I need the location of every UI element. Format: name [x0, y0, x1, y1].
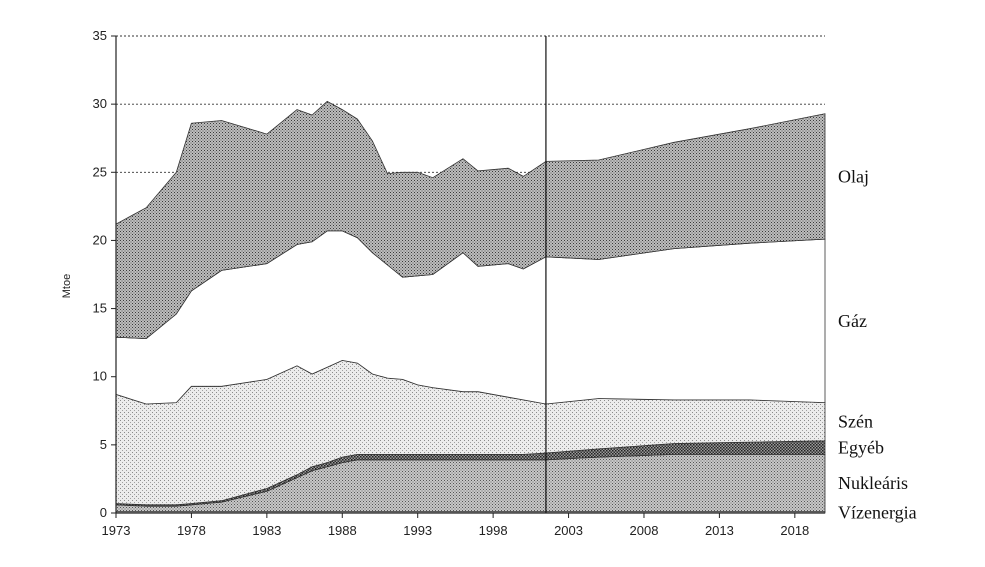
series-labels: Vízenergia Nukleáris Egyéb Szén Gáz Olaj: [838, 166, 917, 522]
area-olaj: [115, 100, 826, 340]
series-label-olaj: Olaj: [838, 166, 869, 186]
axes: [115, 36, 825, 514]
series-label-szen: Szén: [838, 412, 873, 432]
x-tick-label: 1973: [102, 523, 131, 538]
y-axis-label: Mtoe: [61, 274, 73, 298]
series-label-vizenergia: Vízenergia: [838, 502, 917, 522]
x-tick-label: 1993: [403, 523, 432, 538]
x-tick-label: 1998: [479, 523, 508, 538]
y-tick-label: 25: [93, 164, 107, 179]
y-tick-label: 10: [93, 369, 107, 384]
x-tick-label: 1978: [177, 523, 206, 538]
y-tick-label: 15: [93, 301, 107, 316]
x-tick-label: 1983: [252, 523, 281, 538]
x-tick-label: 2003: [554, 523, 583, 538]
y-tick-label: 5: [100, 437, 107, 452]
x-tick-label: 2018: [780, 523, 809, 538]
y-tick-label: 0: [100, 505, 107, 520]
y-tick-label: 30: [93, 96, 107, 111]
x-tick-label: 2013: [705, 523, 734, 538]
x-tick-label: 1988: [328, 523, 357, 538]
series-label-egyeb: Egyéb: [838, 438, 884, 458]
series-label-gaz: Gáz: [838, 311, 867, 331]
y-tick-label: 35: [93, 28, 107, 43]
x-tick-label: 2008: [630, 523, 659, 538]
tick-labels: 0 5 10 15 20 25 30 35 1973 1978 1983 1988 1993 1998 20…: [93, 28, 810, 538]
y-tick-label: 20: [93, 232, 107, 247]
area-series-layer: [115, 100, 826, 514]
series-label-nuklearis: Nukleáris: [838, 473, 908, 493]
